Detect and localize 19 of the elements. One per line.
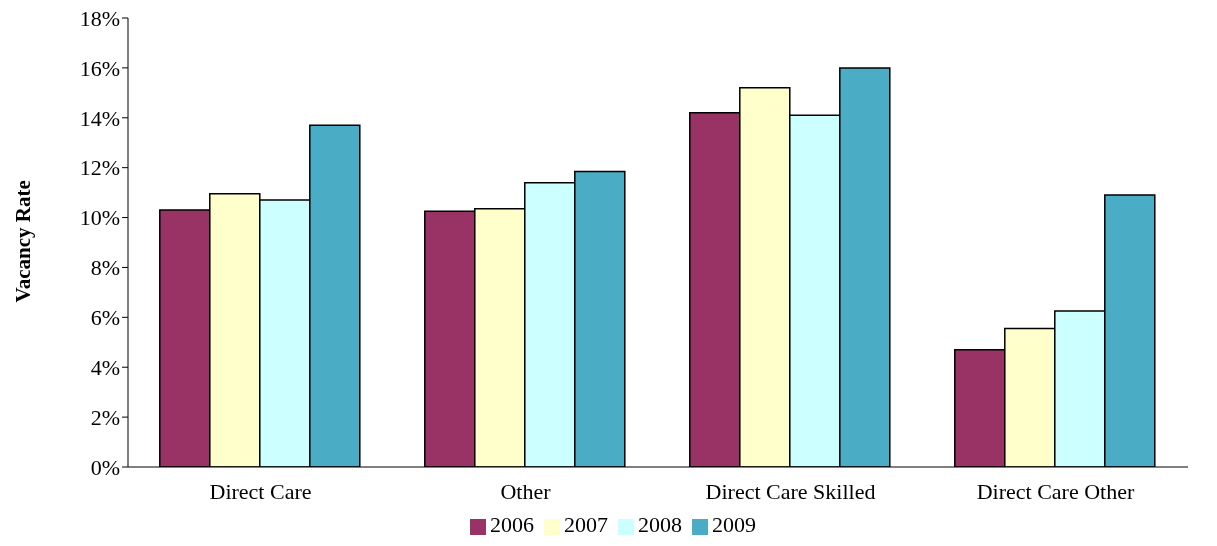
y-tick-label: 8% (90, 255, 120, 281)
legend-label: 2009 (712, 512, 756, 537)
y-tick-label: 14% (79, 105, 120, 131)
y-tick-label: 0% (90, 454, 120, 480)
legend-label: 2007 (564, 512, 608, 537)
y-tick-label: 6% (90, 305, 120, 331)
y-tick-label: 12% (79, 155, 120, 181)
x-tick-label: Direct Care (209, 478, 312, 504)
y-tick-label: 18% (79, 5, 120, 31)
y-tick-label: 2% (90, 404, 120, 430)
y-axis-title: Vacancy Rate (11, 180, 36, 303)
x-tick-label: Direct Care Other (976, 478, 1135, 504)
x-tick-label: Direct Care Skilled (705, 478, 876, 504)
y-tick-label: 4% (90, 355, 120, 381)
x-tick-label: Other (500, 478, 552, 504)
legend-label: 2006 (490, 512, 534, 537)
y-tick-label: 16% (79, 55, 120, 81)
legend-label: 2008 (638, 512, 682, 537)
y-tick-label: 10% (79, 205, 120, 231)
